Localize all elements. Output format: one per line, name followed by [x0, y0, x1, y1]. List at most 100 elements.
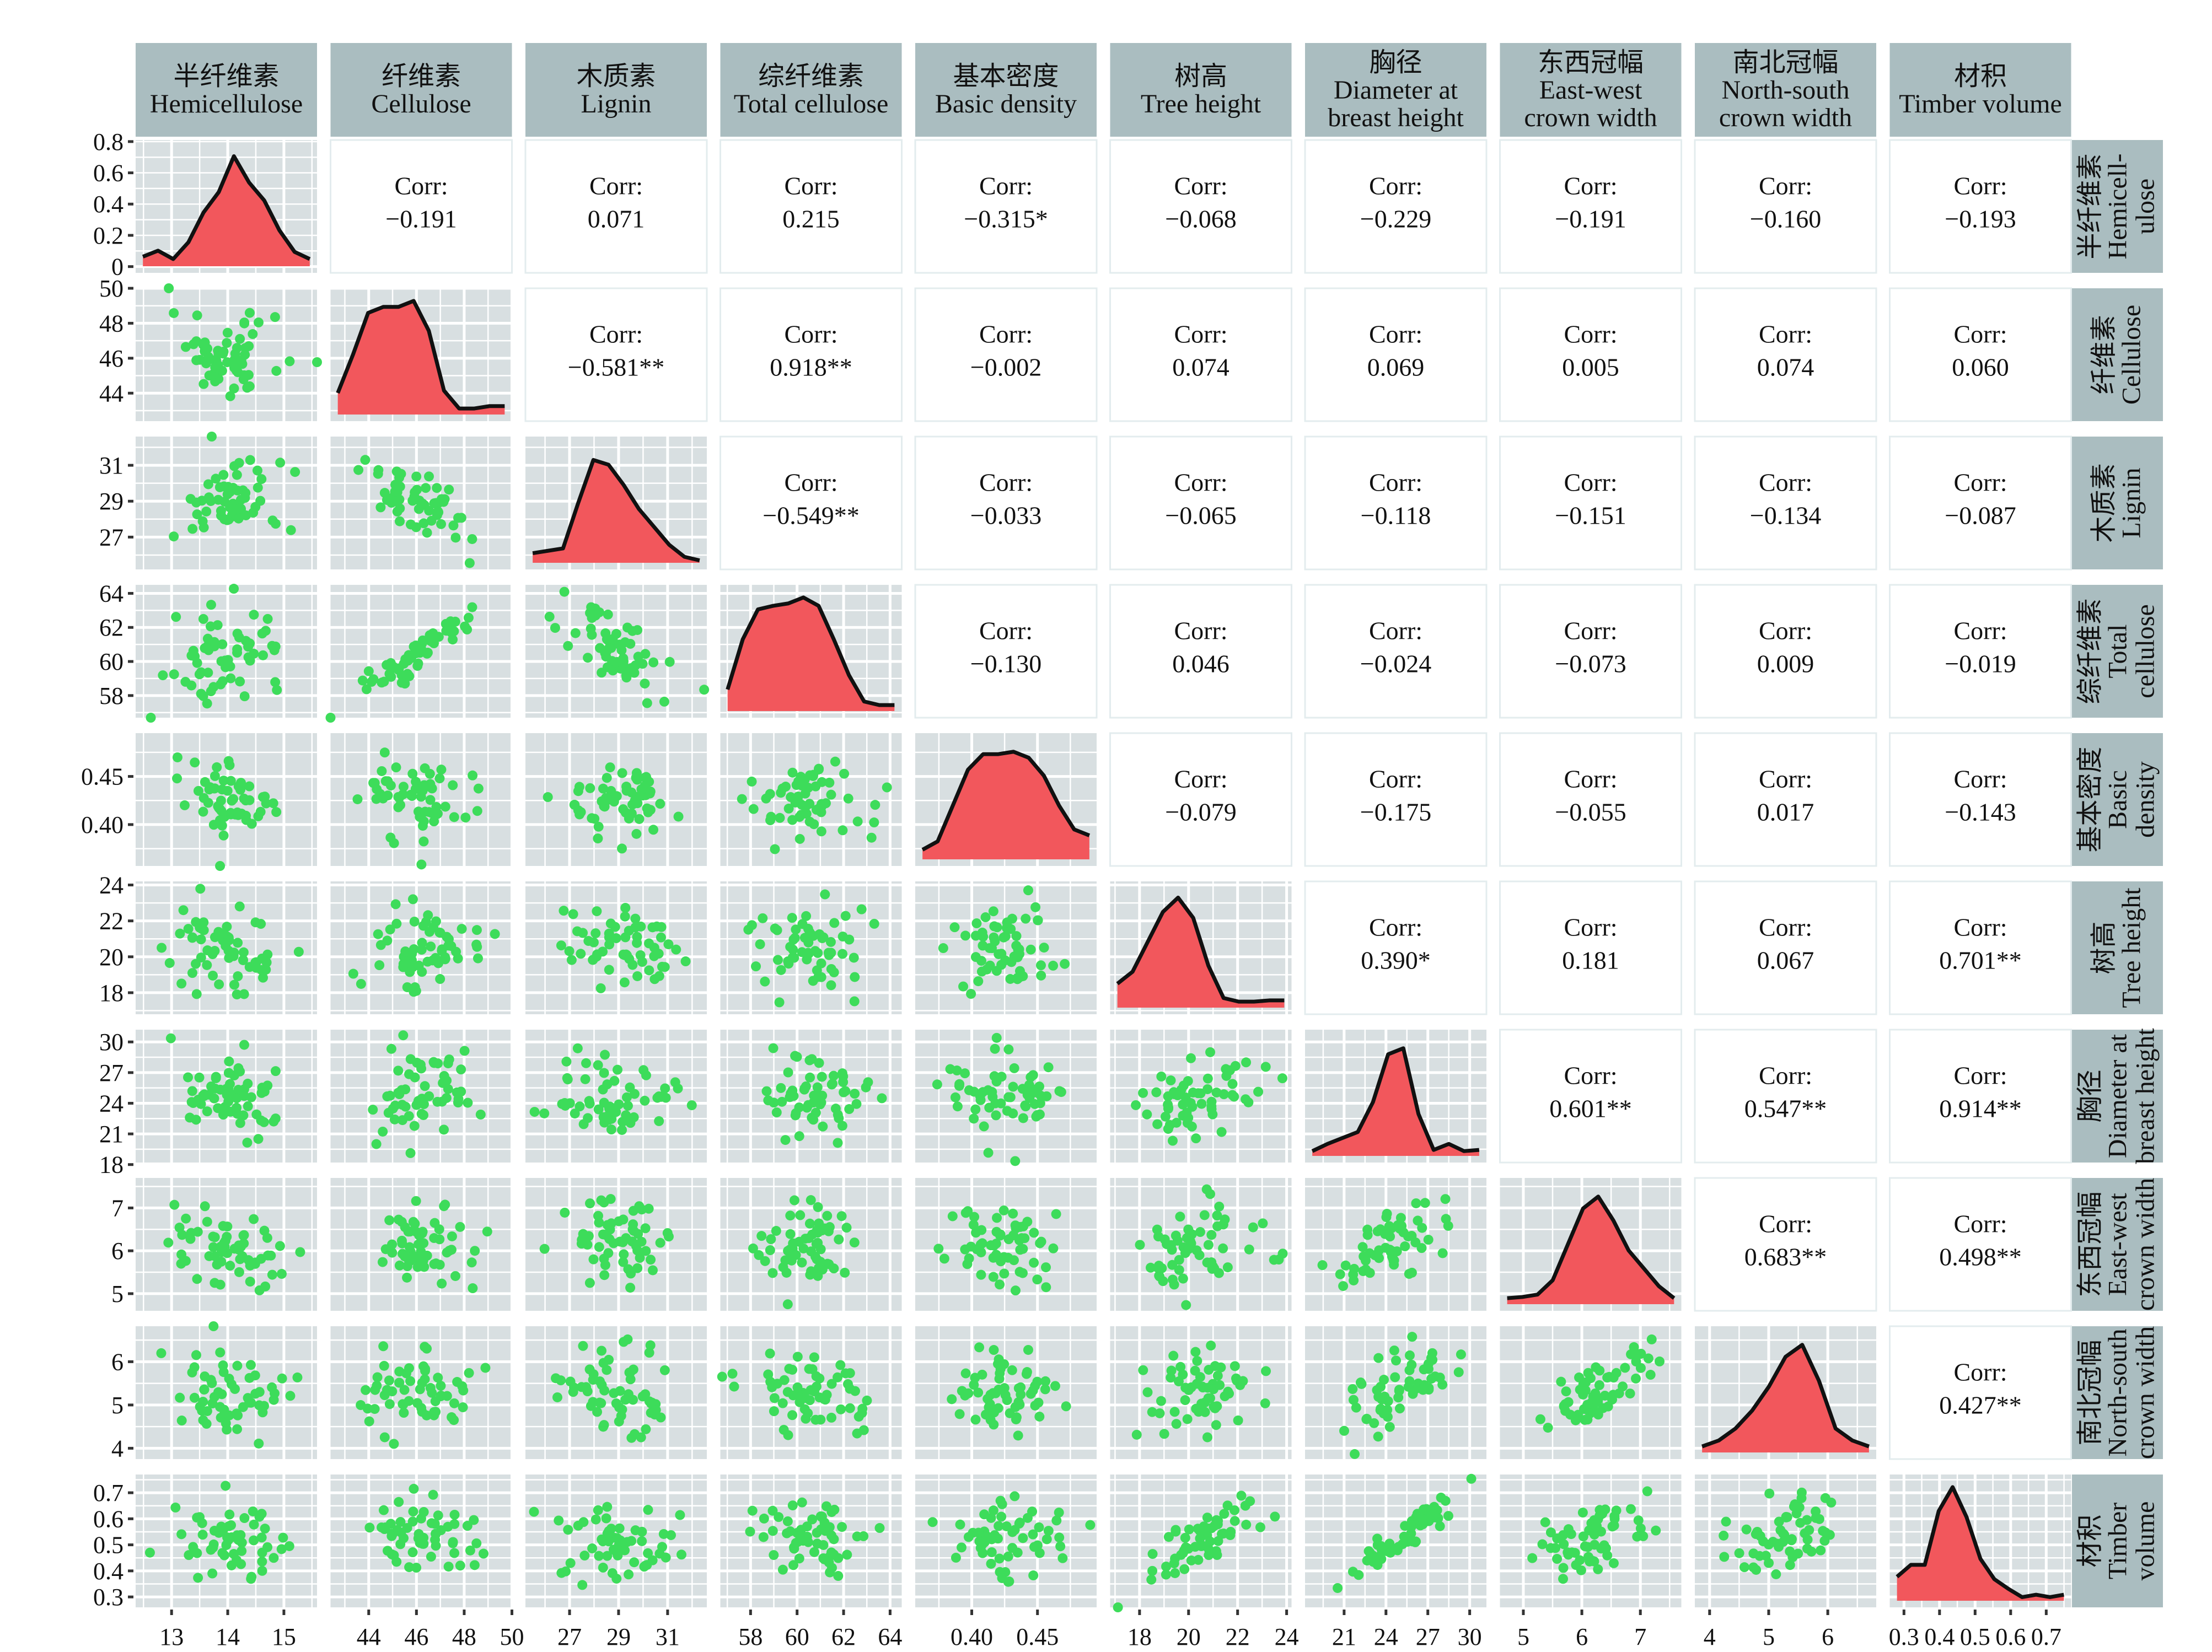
- scatter-point: [562, 1073, 572, 1083]
- scatter-point: [661, 1552, 671, 1563]
- scatter-point: [1537, 1539, 1548, 1549]
- scatter-point: [1625, 1504, 1636, 1514]
- correlation-panel: [914, 287, 1098, 422]
- scatter-point: [469, 1560, 480, 1570]
- scatter-point: [432, 809, 442, 820]
- scatter-point: [766, 1234, 776, 1245]
- scatter-point: [615, 1236, 625, 1247]
- corr-value: −0.315*: [964, 205, 1048, 233]
- scatter-point: [1270, 1511, 1280, 1522]
- scatter-point: [960, 1068, 970, 1079]
- scatter-point: [436, 494, 447, 504]
- scatter-point: [462, 625, 473, 635]
- scatter-point: [490, 929, 500, 939]
- scatter-point: [1394, 1386, 1404, 1396]
- scatter-point: [1183, 1244, 1194, 1255]
- corr-value: 0.067: [1757, 946, 1814, 975]
- corr-value: 0.390*: [1361, 946, 1431, 975]
- scatter-point: [475, 1109, 486, 1120]
- column-header-label: breast height: [1328, 103, 1464, 132]
- scatter-point: [203, 668, 213, 678]
- scatter-point: [812, 1082, 823, 1093]
- scatter-point: [949, 922, 960, 933]
- correlation-panel: [1889, 1325, 2072, 1460]
- scatter-point: [420, 1081, 430, 1091]
- scatter-point: [1626, 1349, 1636, 1359]
- scatter-point: [1362, 1556, 1372, 1566]
- scatter-point: [449, 1548, 460, 1558]
- scatter-point: [424, 505, 434, 516]
- scatter-point: [606, 1218, 616, 1229]
- scatter-point: [411, 1563, 422, 1573]
- scatter-point: [600, 793, 611, 803]
- scatter-point: [379, 488, 390, 498]
- corr-label: Corr:: [1564, 172, 1617, 200]
- correlation-panel: [524, 287, 708, 422]
- scatter-point: [642, 1560, 652, 1570]
- scatter-point: [211, 473, 221, 484]
- scatter-point: [1048, 1243, 1059, 1253]
- scatter-point: [1200, 1397, 1210, 1408]
- scatter-point: [179, 800, 190, 810]
- corr-label: Corr:: [1953, 320, 2007, 348]
- panel-background: [136, 585, 317, 718]
- scatter-point: [662, 1228, 673, 1238]
- scatter-point: [415, 644, 426, 655]
- scatter-point: [1011, 931, 1022, 941]
- scatter-point: [824, 777, 835, 788]
- row-header-label: Hemicell-: [2103, 154, 2133, 260]
- scatter-point: [636, 1432, 646, 1443]
- scatter-point: [1171, 1230, 1181, 1241]
- density-curve: [726, 595, 895, 707]
- scatter-point: [252, 465, 262, 476]
- scatter-point: [396, 1527, 406, 1538]
- scatter-point: [649, 1409, 660, 1420]
- scatter-point: [939, 1253, 949, 1264]
- scatter-point: [804, 816, 815, 827]
- scatter-point: [629, 1557, 640, 1568]
- scatter-point: [269, 1388, 280, 1398]
- row-header-strip: [2072, 288, 2163, 421]
- correlation-panel: [1694, 1029, 1877, 1164]
- x-tick-label: 13: [159, 1623, 184, 1650]
- scatter-point: [563, 1525, 573, 1535]
- scatter-point: [568, 909, 578, 919]
- panel-background: [720, 881, 902, 1014]
- scatter-point: [1556, 1376, 1566, 1387]
- scatter-point: [1575, 1555, 1585, 1565]
- scatter-point: [611, 1398, 621, 1408]
- column-header-label: 综纤维素: [758, 62, 864, 91]
- scatter-point: [202, 698, 212, 709]
- scatter-point: [1211, 1518, 1222, 1528]
- scatter-point: [840, 1267, 850, 1278]
- scatter-point: [1821, 1527, 1831, 1538]
- scatter-point: [973, 1527, 984, 1538]
- corr-label: Corr:: [1174, 320, 1227, 348]
- scatter-point: [772, 925, 782, 935]
- scatter-point: [1811, 1506, 1821, 1516]
- scatter-point: [593, 1104, 604, 1115]
- scatter-point: [272, 685, 282, 695]
- scatter-point: [985, 1399, 995, 1409]
- scatter-point: [198, 1090, 208, 1101]
- scatter-point: [1155, 1408, 1165, 1418]
- scatter-point: [996, 1511, 1007, 1522]
- scatter-point: [1040, 1384, 1050, 1395]
- scatter-point: [208, 970, 218, 981]
- panel-background: [1500, 1475, 1682, 1607]
- scatter-point: [361, 684, 372, 695]
- scatter-point: [1215, 1380, 1225, 1390]
- scatter-point: [433, 1510, 443, 1521]
- corr-value: 0.074: [1172, 353, 1230, 381]
- scatter-point: [222, 489, 233, 499]
- scatter-point: [1157, 1263, 1167, 1273]
- scatter-point: [1026, 1072, 1036, 1083]
- scatter-point: [808, 1115, 819, 1125]
- scatter-point: [240, 493, 250, 503]
- scatter-point: [1404, 1350, 1415, 1360]
- scatter-point: [1138, 1365, 1148, 1375]
- scatter-point: [1577, 1508, 1588, 1518]
- y-tick-label: 58: [99, 682, 124, 709]
- scatter-point: [960, 1244, 970, 1255]
- scatter-point: [971, 1228, 981, 1238]
